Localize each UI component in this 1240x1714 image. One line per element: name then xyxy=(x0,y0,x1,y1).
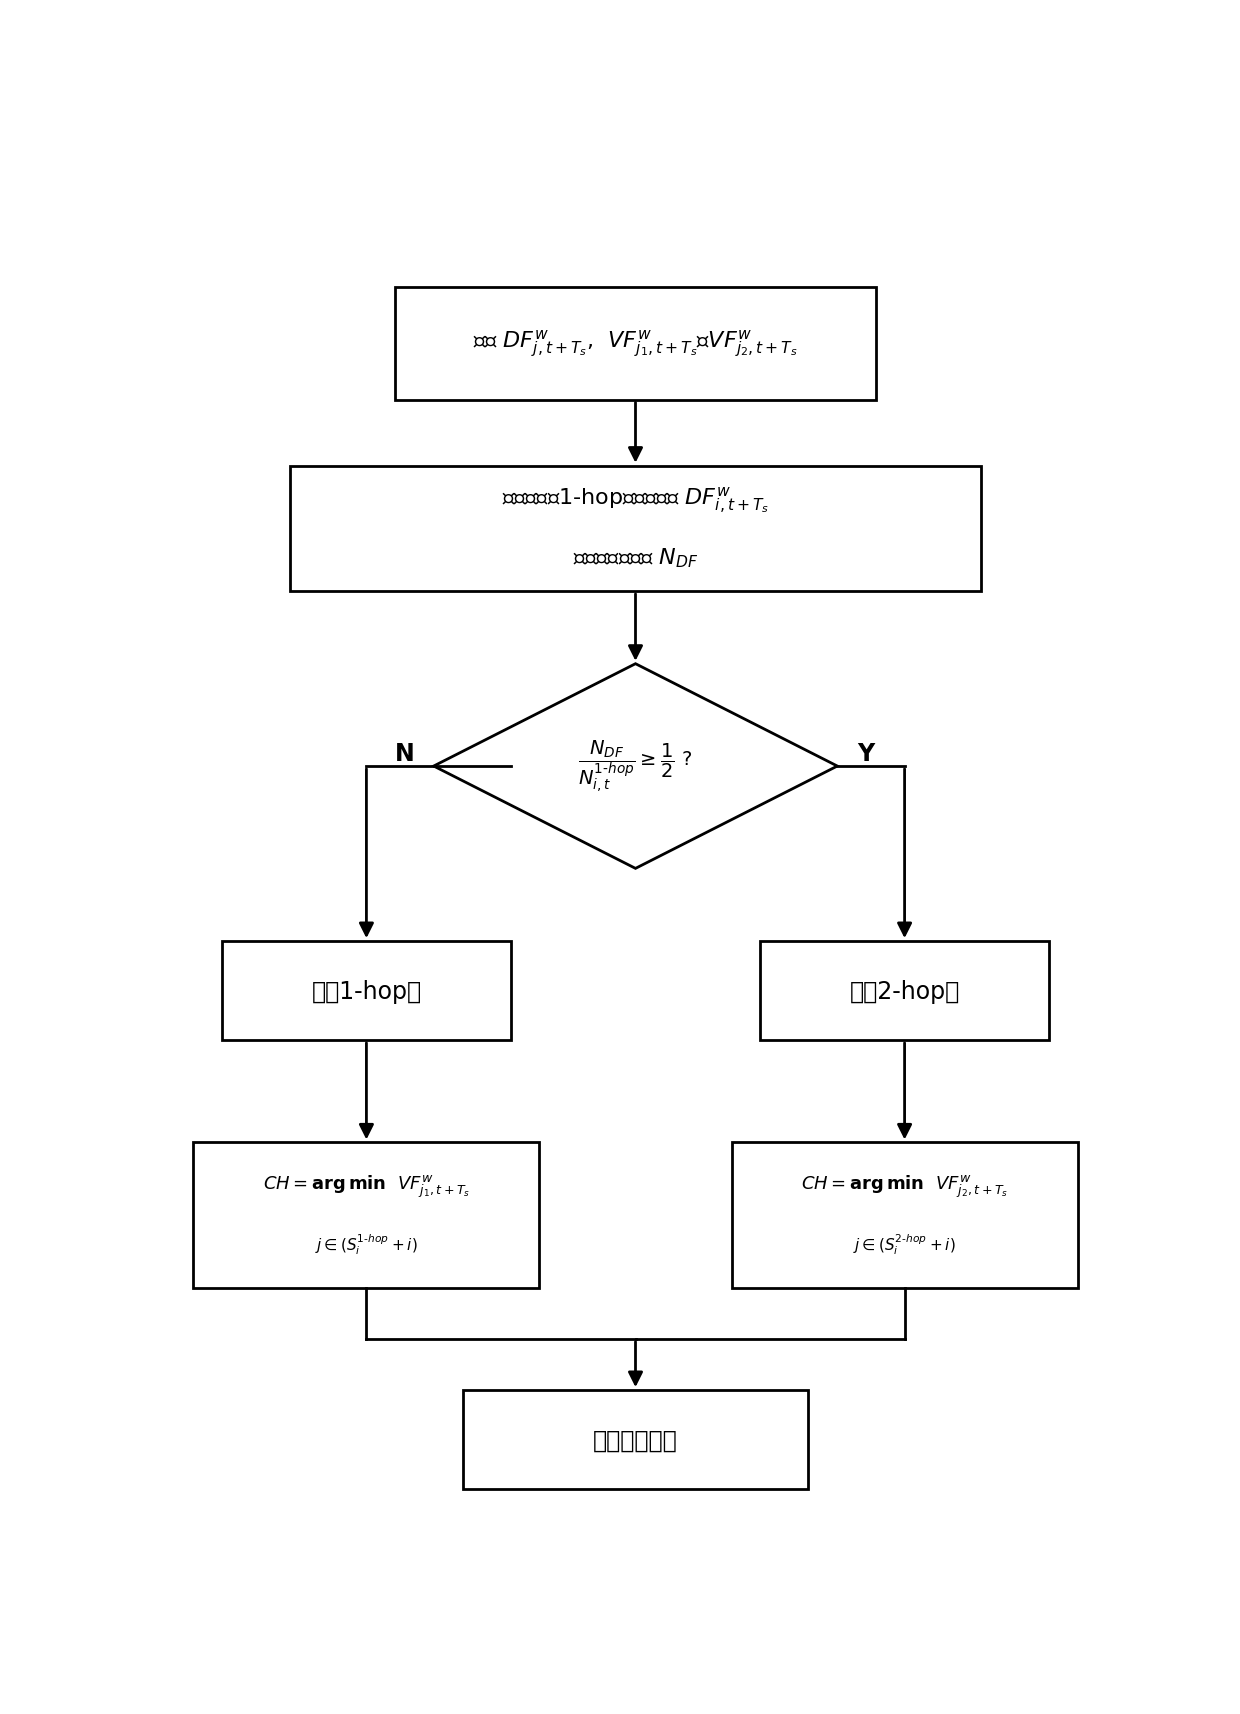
Text: N: N xyxy=(396,742,414,766)
Text: Y: Y xyxy=(858,742,874,766)
Text: 加入1-hop簇: 加入1-hop簇 xyxy=(311,979,422,1003)
FancyBboxPatch shape xyxy=(193,1143,539,1287)
Text: $CH = \mathbf{arg\,min}$  $VF_{j_1,t+T_s}^{w}$: $CH = \mathbf{arg\,min}$ $VF_{j_1,t+T_s}… xyxy=(263,1172,470,1200)
FancyBboxPatch shape xyxy=(396,288,875,401)
Polygon shape xyxy=(434,665,837,869)
Text: $CH = \mathbf{arg\,min}$  $VF_{j_2,t+T_s}^{w}$: $CH = \mathbf{arg\,min}$ $VF_{j_2,t+T_s}… xyxy=(801,1172,1008,1200)
FancyBboxPatch shape xyxy=(760,941,1049,1040)
FancyBboxPatch shape xyxy=(222,941,511,1040)
FancyBboxPatch shape xyxy=(290,466,982,591)
Text: $\dfrac{N_{DF}}{N_{i,t}^{1\text{-}hop}} \geq \dfrac{1}{2}$ ?: $\dfrac{N_{DF}}{N_{i,t}^{1\text{-}hop}} … xyxy=(578,739,693,795)
Text: 小于阈值的数量 $N_{DF}$: 小于阈值的数量 $N_{DF}$ xyxy=(573,547,698,569)
Text: 簇结构的维护: 簇结构的维护 xyxy=(593,1428,678,1452)
Text: 计算节点的1-hop邻居节点的 $DF_{i,t+T_s}^{w}$: 计算节点的1-hop邻居节点的 $DF_{i,t+T_s}^{w}$ xyxy=(502,485,769,516)
Text: $j{\in}(S_i^{1\text{-}hop}+i)$: $j{\in}(S_i^{1\text{-}hop}+i)$ xyxy=(315,1232,418,1256)
Text: 计算 $DF_{j,t+T_s}^{w}$,  $VF_{j_1,t+T_s}^{w}$和$VF_{j_2,t+T_s}^{w}$: 计算 $DF_{j,t+T_s}^{w}$, $VF_{j_1,t+T_s}^{… xyxy=(474,329,797,360)
FancyBboxPatch shape xyxy=(463,1390,808,1489)
Text: $j{\in}(S_i^{2\text{-}hop}+i)$: $j{\in}(S_i^{2\text{-}hop}+i)$ xyxy=(853,1232,956,1256)
FancyBboxPatch shape xyxy=(732,1143,1078,1287)
Text: 加入2-hop簇: 加入2-hop簇 xyxy=(849,979,960,1003)
